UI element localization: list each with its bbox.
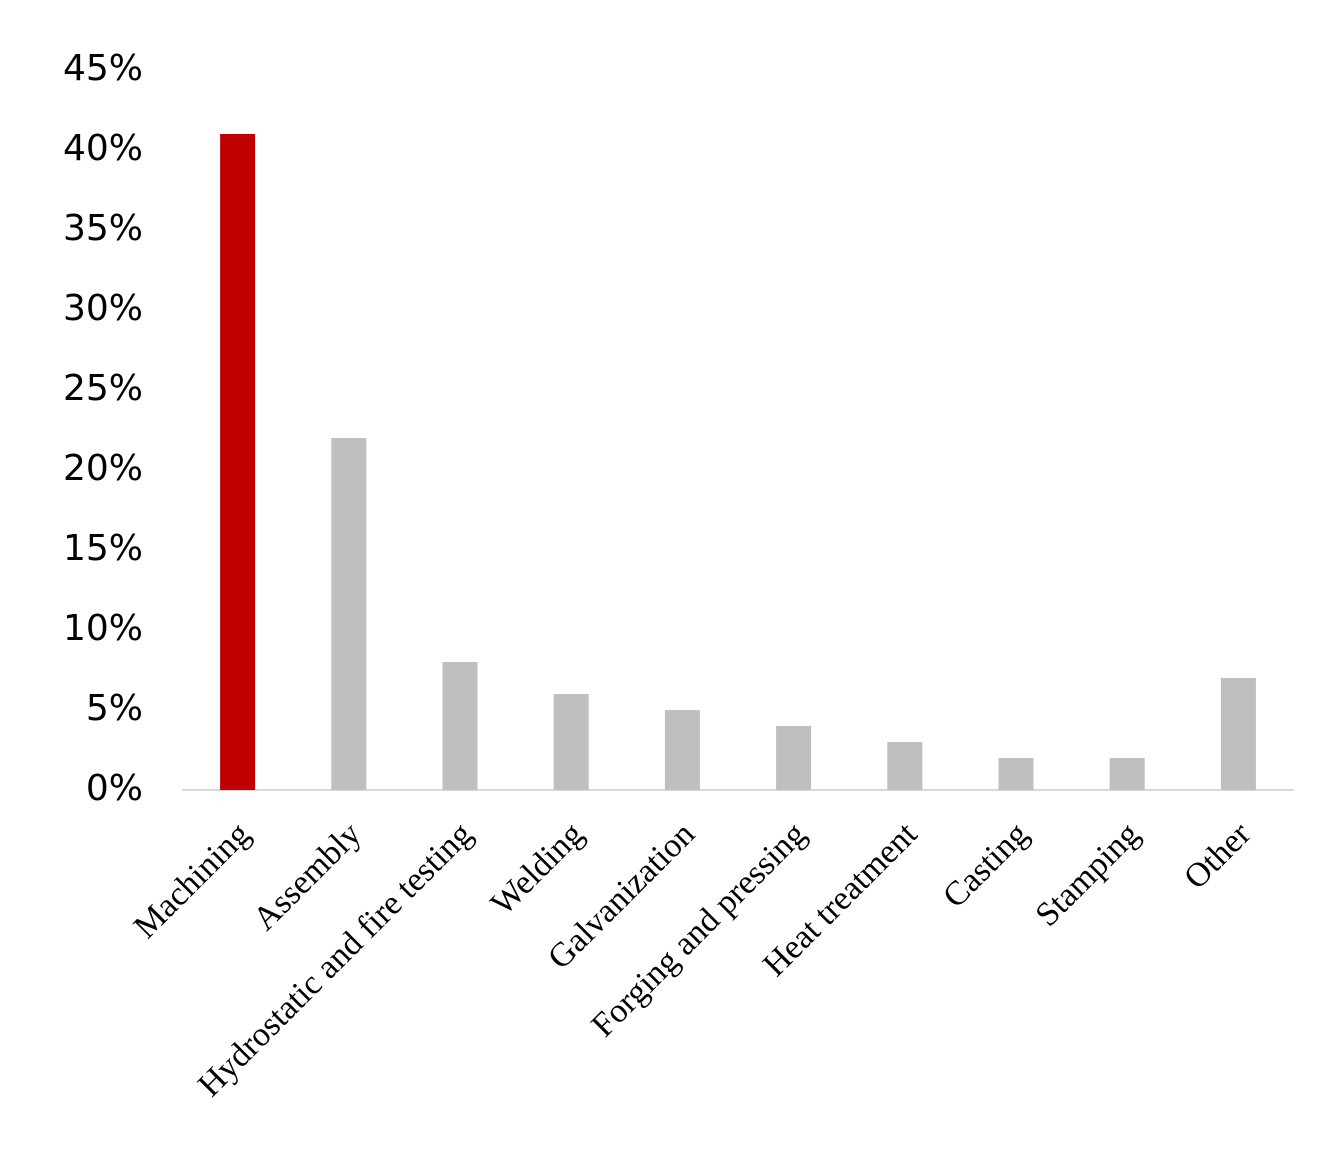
x-tick-label: Other	[1177, 815, 1258, 896]
bar	[220, 134, 256, 790]
bar	[1109, 758, 1145, 790]
y-tick-label: 35%	[63, 208, 143, 249]
x-tick-label: Welding	[484, 815, 591, 922]
y-tick-label: 40%	[63, 128, 143, 169]
y-tick-label: 45%	[63, 48, 143, 89]
y-tick-label: 0%	[86, 768, 143, 809]
y-tick-label: 5%	[86, 688, 143, 729]
bar	[776, 726, 812, 790]
y-tick-label: 20%	[63, 448, 143, 489]
bar	[664, 710, 700, 790]
x-tick-label: Stamping	[1029, 815, 1147, 933]
y-tick-label: 10%	[63, 608, 143, 649]
bar	[553, 694, 589, 790]
bar	[442, 662, 478, 790]
bar	[1220, 678, 1256, 790]
x-tick-label: Casting	[936, 815, 1036, 915]
bar	[331, 438, 367, 790]
y-tick-label: 25%	[63, 368, 143, 409]
y-tick-label: 15%	[63, 528, 143, 569]
bar	[887, 742, 923, 790]
x-tick-label: Machining	[127, 815, 257, 945]
y-tick-label: 30%	[63, 288, 143, 329]
x-tick-label: Forging and pressing	[585, 815, 814, 1044]
bar	[998, 758, 1034, 790]
